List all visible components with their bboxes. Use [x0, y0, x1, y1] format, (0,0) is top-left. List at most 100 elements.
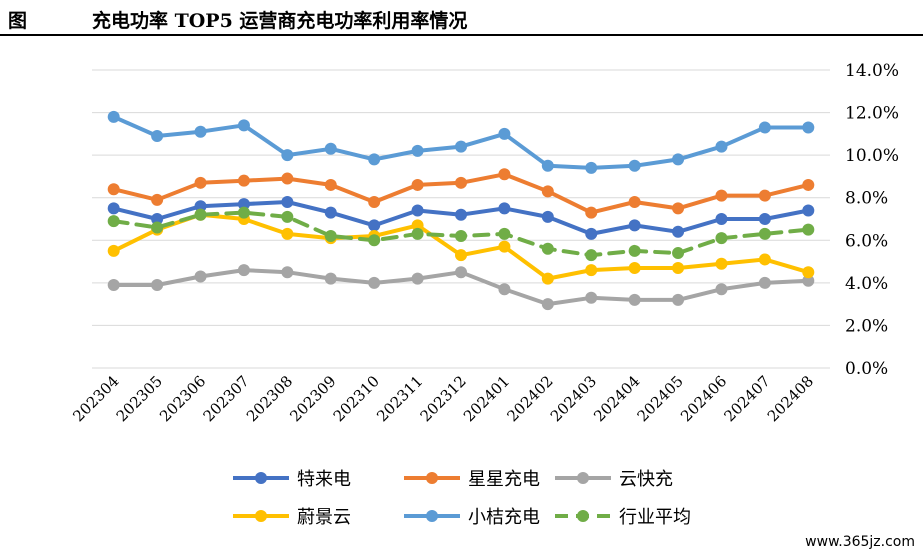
data-point: [411, 144, 424, 157]
watermark: www.365jz.com: [805, 534, 915, 550]
x-tick-label: 202306: [156, 372, 209, 425]
data-point: [802, 204, 815, 217]
data-point: [194, 176, 207, 189]
data-point: [541, 210, 554, 223]
data-point: [411, 204, 424, 217]
data-point: [628, 244, 641, 257]
y-tick-label: 10.0%: [845, 146, 899, 166]
data-point: [411, 227, 424, 240]
data-point: [281, 210, 294, 223]
y-tick-label: 12.0%: [845, 104, 899, 124]
figure-header: 图 充电功率 TOP5 运营商充电功率利用率情况: [0, 0, 923, 36]
data-point: [628, 195, 641, 208]
legend-swatch-marker: [255, 510, 267, 522]
data-point: [802, 266, 815, 279]
y-tick-label: 0.0%: [845, 359, 888, 379]
header-rule: [0, 34, 923, 36]
data-point: [498, 127, 511, 140]
data-point: [498, 168, 511, 181]
data-point: [455, 208, 467, 221]
data-point: [758, 227, 771, 240]
data-point: [715, 140, 728, 153]
data-point: [715, 232, 728, 245]
data-point: [498, 240, 511, 253]
data-point: [758, 189, 771, 202]
data-point: [368, 219, 381, 232]
data-point: [237, 119, 250, 132]
x-tick-label: 202401: [460, 372, 513, 425]
legend-label: 星星充电: [468, 469, 540, 490]
x-tick-label: 202404: [590, 372, 643, 425]
data-point: [455, 249, 467, 262]
data-point: [107, 183, 120, 196]
data-point: [715, 213, 728, 225]
data-point: [107, 278, 120, 291]
data-point: [498, 202, 511, 215]
data-point: [802, 121, 815, 134]
data-point: [455, 140, 467, 153]
data-point: [324, 178, 337, 191]
data-point: [151, 193, 164, 206]
data-point: [455, 230, 467, 243]
data-point: [758, 276, 771, 289]
data-point: [194, 270, 207, 283]
data-point: [498, 227, 511, 240]
legend-swatch-marker: [577, 472, 589, 484]
data-point: [672, 247, 685, 260]
data-point: [411, 272, 424, 285]
data-point: [672, 153, 685, 166]
figure-label: 图: [8, 10, 28, 32]
data-point: [628, 293, 641, 306]
legend-swatch-marker: [426, 472, 438, 484]
data-point: [237, 264, 250, 277]
data-point: [281, 195, 294, 208]
data-point: [281, 266, 294, 279]
data-point: [151, 278, 164, 291]
data-point: [672, 261, 685, 274]
legend-swatch-marker: [426, 510, 438, 522]
y-tick-label: 8.0%: [845, 189, 888, 209]
legend-swatch-marker: [255, 472, 267, 484]
data-point: [541, 185, 554, 198]
x-tick-label: 202403: [547, 372, 600, 425]
data-point: [107, 110, 120, 123]
data-point: [541, 272, 554, 285]
y-tick-label: 6.0%: [845, 231, 888, 251]
x-tick-label: 202407: [720, 372, 773, 425]
data-point: [672, 225, 685, 238]
chart-title: 充电功率 TOP5 运营商充电功率利用率情况: [92, 10, 468, 32]
data-point: [541, 159, 554, 172]
x-tick-label: 202309: [286, 372, 339, 425]
data-point: [498, 283, 511, 296]
data-point: [107, 215, 120, 228]
legend-label: 小桔充电: [468, 507, 540, 528]
y-tick-label: 4.0%: [845, 274, 888, 294]
x-tick-label: 202304: [69, 372, 122, 425]
data-point: [194, 208, 207, 221]
legend-label: 特来电: [297, 469, 351, 490]
data-point: [585, 264, 598, 277]
data-point: [237, 174, 250, 187]
data-point: [151, 213, 164, 225]
x-tick-label: 202406: [677, 372, 730, 425]
data-point: [672, 293, 685, 306]
data-point: [758, 253, 771, 266]
data-point: [455, 266, 467, 279]
data-point: [194, 200, 207, 213]
x-tick-label: 202402: [503, 372, 556, 425]
data-point: [324, 206, 337, 219]
data-point: [324, 272, 337, 285]
data-point: [585, 249, 598, 262]
data-point: [368, 276, 381, 289]
data-point: [802, 178, 815, 191]
data-point: [107, 202, 120, 215]
y-tick-label: 14.0%: [845, 61, 899, 81]
data-point: [758, 121, 771, 134]
data-point: [455, 176, 467, 189]
data-point: [237, 206, 250, 219]
x-tick-label: 202305: [113, 372, 166, 425]
legend-label: 云快充: [619, 469, 673, 490]
x-tick-label: 202405: [634, 372, 687, 425]
data-point: [281, 149, 294, 162]
data-point: [715, 257, 728, 270]
